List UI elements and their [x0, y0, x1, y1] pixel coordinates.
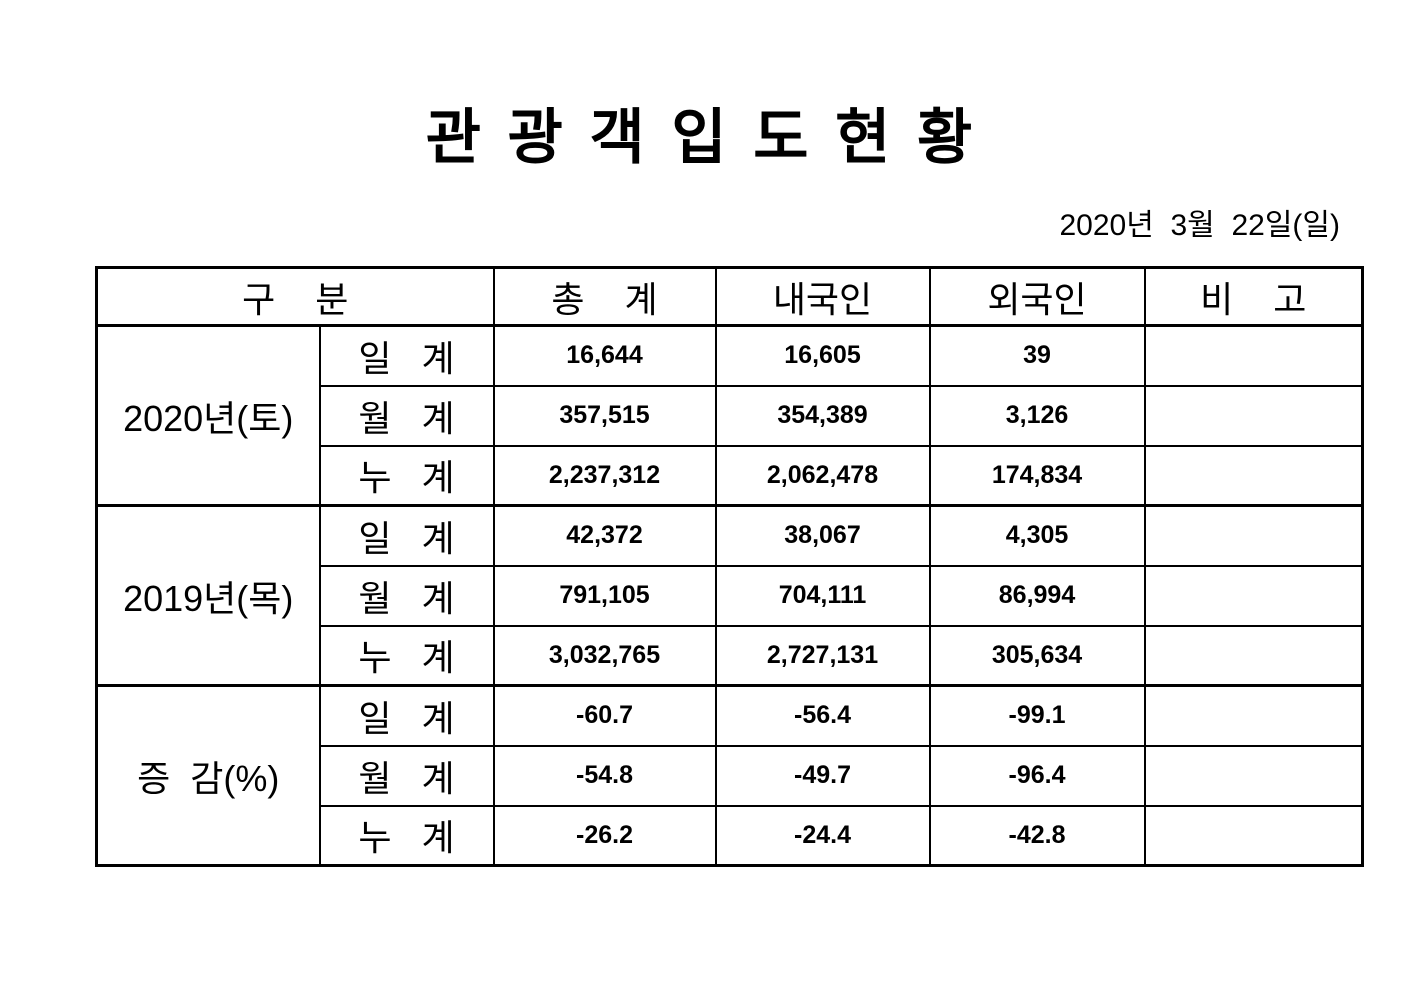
cell-foreign: 39 [928, 324, 1146, 387]
cell-total: 357,515 [492, 384, 717, 447]
cell-remarks [1143, 744, 1364, 807]
cell-total: -60.7 [492, 684, 717, 747]
cell-foreign: -96.4 [928, 744, 1146, 807]
table-row: 증 감(%) 일 계 -60.7 -56.4 -99.1 [95, 684, 1364, 867]
cell-foreign: 305,634 [928, 624, 1146, 687]
cell-total: 2,237,312 [492, 444, 717, 507]
cell-domestic: -49.7 [714, 744, 931, 807]
cell-domestic: 2,727,131 [714, 624, 931, 687]
cell-domestic: 704,111 [714, 564, 931, 627]
table-row: 누 계 -26.2 -24.4 -42.8 [97, 804, 1364, 867]
row-label: 누 계 [318, 804, 495, 867]
table-header-row: 구 분 총 계 내국인 외국인 비 고 [95, 266, 1364, 327]
table-row: 월 계 357,515 354,389 3,126 [97, 384, 1364, 447]
row-label: 누 계 [318, 444, 495, 507]
table-row: 월 계 791,105 704,111 86,994 [97, 564, 1364, 627]
cell-foreign: -99.1 [928, 684, 1146, 747]
cell-foreign: 3,126 [928, 384, 1146, 447]
cell-remarks [1143, 504, 1364, 567]
header-remarks: 비 고 [1143, 266, 1364, 327]
header-foreign: 외국인 [928, 266, 1146, 327]
cell-domestic: -56.4 [714, 684, 931, 747]
cell-total: -26.2 [492, 804, 717, 867]
cell-remarks [1143, 684, 1364, 747]
group-label-change: 증 감(%) [95, 684, 321, 867]
table-row: 2019년(목) 일 계 42,372 38,067 4,305 [95, 504, 1364, 687]
table-row: 누 계 2,237,312 2,062,478 174,834 [97, 444, 1364, 507]
cell-remarks [1143, 384, 1364, 447]
tourist-arrivals-table: 구 분 총 계 내국인 외국인 비 고 2020년(토) 일 계 16,644 … [95, 266, 1364, 867]
cell-foreign: 86,994 [928, 564, 1146, 627]
cell-domestic: 2,062,478 [714, 444, 931, 507]
cell-domestic: -24.4 [714, 804, 931, 867]
cell-remarks [1143, 624, 1364, 687]
header-domestic: 내국인 [714, 266, 931, 327]
row-label: 일 계 [318, 684, 495, 747]
cell-total: 3,032,765 [492, 624, 717, 687]
cell-foreign: -42.8 [928, 804, 1146, 867]
page-title: 관 광 객 입 도 현 황 [425, 104, 978, 171]
cell-remarks [1143, 564, 1364, 627]
row-label: 월 계 [318, 384, 495, 447]
cell-foreign: 174,834 [928, 444, 1146, 507]
cell-remarks [1143, 444, 1364, 507]
table-row: 2020년(토) 일 계 16,644 16,605 39 [95, 324, 1364, 507]
header-category: 구 분 [95, 266, 495, 327]
table-row: 월 계 -54.8 -49.7 -96.4 [97, 744, 1364, 807]
report-date: 2020년 3월 22일(일) [1059, 209, 1340, 242]
row-label: 월 계 [318, 564, 495, 627]
row-label: 월 계 [318, 744, 495, 807]
cell-domestic: 38,067 [714, 504, 931, 567]
cell-domestic: 16,605 [714, 324, 931, 387]
group-label-2019: 2019년(목) [95, 504, 321, 687]
cell-total: 42,372 [492, 504, 717, 567]
header-total: 총 계 [492, 266, 717, 327]
row-label: 누 계 [318, 624, 495, 687]
table-row: 누 계 3,032,765 2,727,131 305,634 [97, 624, 1364, 687]
group-label-2020: 2020년(토) [95, 324, 321, 507]
cell-total: -54.8 [492, 744, 717, 807]
cell-total: 16,644 [492, 324, 717, 387]
row-label: 일 계 [318, 504, 495, 567]
row-label: 일 계 [318, 324, 495, 387]
cell-domestic: 354,389 [714, 384, 931, 447]
cell-foreign: 4,305 [928, 504, 1146, 567]
cell-remarks [1143, 804, 1364, 867]
cell-total: 791,105 [492, 564, 717, 627]
cell-remarks [1143, 324, 1364, 387]
